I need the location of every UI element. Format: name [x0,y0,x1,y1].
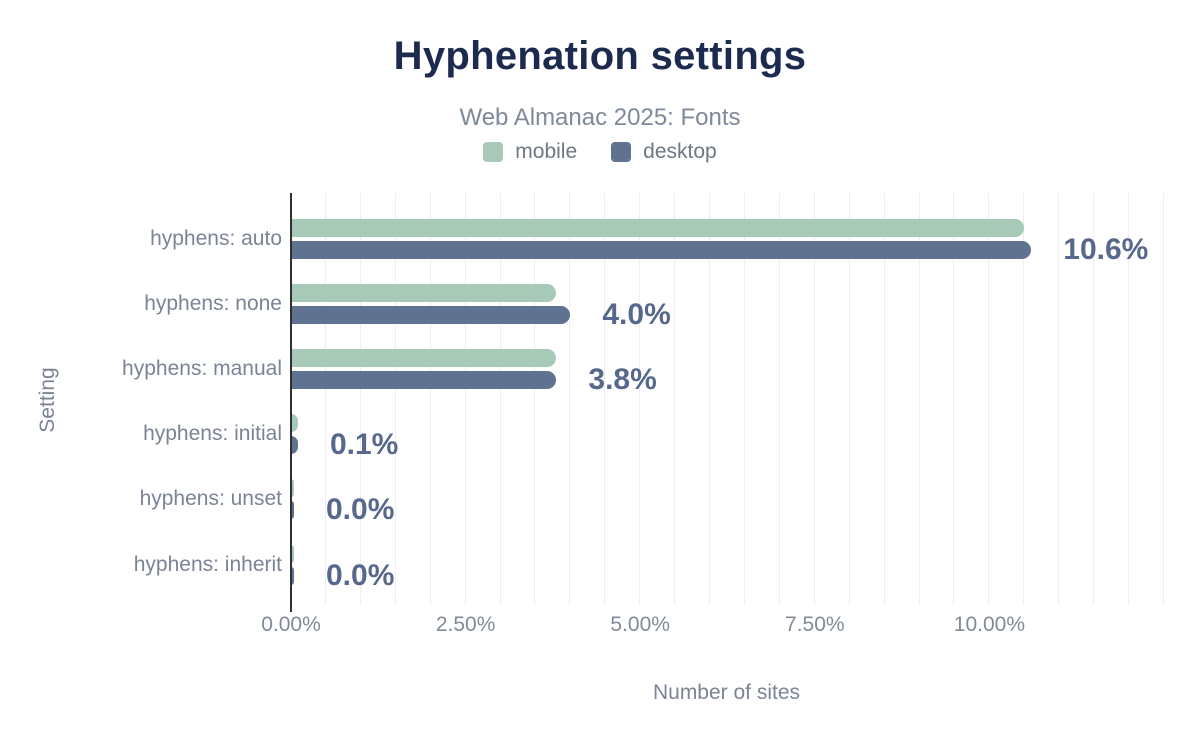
plot-area [290,193,1164,607]
gridline [394,193,396,605]
gridline [988,193,990,605]
gridline [534,193,536,605]
y-axis-title: Setting [36,367,59,433]
gridline [883,193,885,605]
chart-subtitle: Web Almanac 2025: Fonts [459,104,741,131]
gridline [1093,193,1095,605]
gridline [778,193,780,605]
x-axis-title: Number of sites [652,681,801,704]
gridline [813,193,815,605]
gridline [1058,193,1060,605]
gridline [1023,193,1025,605]
x-tick-label: 7.50% [785,613,845,636]
value-label: 0.0% [326,558,395,592]
category-label: hyphens: none [144,291,282,315]
x-tick-label: 10.00% [953,613,1026,636]
gridline [918,193,920,605]
gridline [604,193,606,605]
gridline [359,193,361,605]
desktop-bar[interactable] [291,566,294,585]
gridline [743,193,745,605]
legend-label-desktop: desktop [643,140,717,163]
category-label: hyphens: manual [122,356,282,380]
value-label: 0.1% [329,428,399,462]
desktop-bar[interactable] [291,501,294,520]
mobile-bar[interactable] [291,283,557,302]
legend: mobile desktop [0,140,1200,164]
gridline [464,193,466,605]
desktop-bar[interactable] [291,305,571,324]
value-label: 4.0% [602,297,671,331]
gridline [1163,193,1164,605]
y-axis-line [290,193,292,612]
desktop-bar[interactable] [291,240,1032,259]
gridline [848,193,850,605]
x-tick-label: 5.00% [610,613,670,636]
mobile-bar[interactable] [291,479,294,498]
gridline [499,193,501,605]
desktop-bar[interactable] [291,370,557,389]
gridline [674,193,676,605]
gridline [639,193,641,605]
gridline [569,193,571,605]
category-label: hyphens: auto [150,226,282,250]
mobile-bar[interactable] [291,348,557,367]
desktop-bar[interactable] [291,436,298,455]
value-label: 10.6% [1063,232,1149,266]
legend-label-mobile: mobile [515,140,578,163]
category-label: hyphens: inherit [133,552,282,576]
gridline [1128,193,1130,605]
mobile-bar[interactable] [291,414,298,433]
mobile-swatch-icon [483,142,504,162]
gridline [953,193,955,605]
legend-item-desktop[interactable]: desktop [611,140,717,164]
gridline [709,193,711,605]
mobile-bar[interactable] [291,218,1025,237]
chart-title: Hyphenation settings [393,34,807,78]
desktop-swatch-icon [611,142,632,162]
mobile-bar[interactable] [291,544,294,563]
x-tick-label: 0.00% [261,613,321,636]
value-label: 3.8% [588,362,657,396]
category-label: hyphens: initial [143,422,282,446]
x-tick-label: 2.50% [435,613,496,636]
value-label: 0.0% [326,493,395,527]
gridline [324,193,326,605]
legend-item-mobile[interactable]: mobile [483,140,577,164]
gridline [429,193,431,605]
category-label: hyphens: unset [139,487,282,511]
